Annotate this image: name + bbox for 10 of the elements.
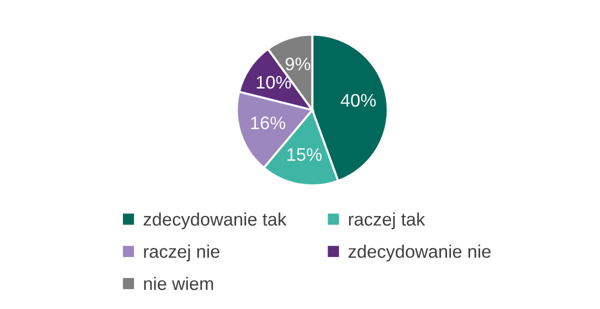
legend-label: raczej nie — [144, 244, 220, 262]
data-label: 15% — [287, 148, 322, 161]
legend-label: raczej tak — [349, 212, 426, 230]
legend-label: zdecydowanie tak — [144, 212, 286, 230]
data-label: 40% — [340, 94, 376, 107]
legend-label: nie wiem — [144, 276, 213, 290]
data-label: 16% — [251, 116, 286, 130]
legend-label: zdecydowanie nie — [348, 244, 491, 262]
data-label: 10% — [256, 76, 291, 89]
data-label: 9% — [286, 58, 310, 70]
